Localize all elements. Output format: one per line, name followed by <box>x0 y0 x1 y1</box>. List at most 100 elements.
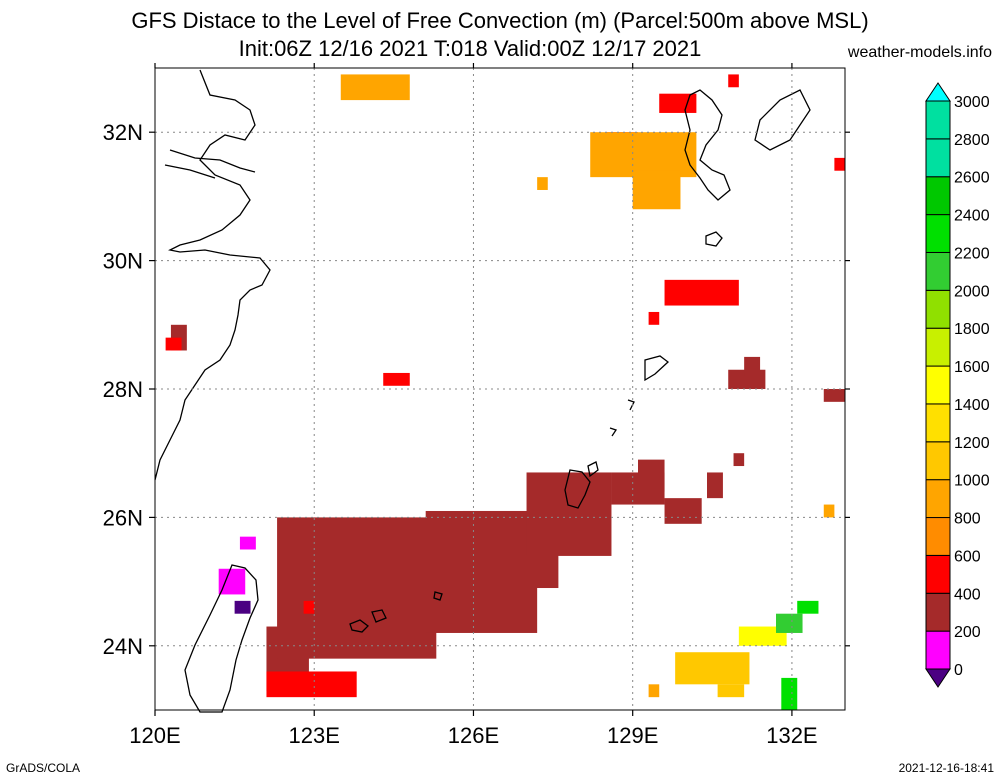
field-region-600 <box>728 74 739 88</box>
iriomote-island <box>371 609 387 623</box>
colorbar-label: 3000 <box>954 94 990 111</box>
field-fills <box>165 74 845 710</box>
colorbar-label: 2200 <box>954 245 990 262</box>
field-region-1000 <box>648 684 660 698</box>
field-region-600 <box>266 671 357 698</box>
amami-island <box>644 355 670 382</box>
lon-tick-label: 132E <box>766 723 817 748</box>
okinawa-north-island <box>587 461 599 478</box>
field-region-2200 <box>776 613 803 633</box>
field-region-1200 <box>675 652 750 685</box>
field-region-1000 <box>340 74 410 101</box>
field-region-400 <box>744 356 761 377</box>
field-region-400 <box>733 453 745 467</box>
colorbar-label: 1800 <box>954 321 990 338</box>
colorbar-label: 200 <box>954 624 981 641</box>
colorbar-label: 1200 <box>954 435 990 452</box>
colorbar-swatch-400 <box>925 592 951 632</box>
colorbar-label: 800 <box>954 511 981 528</box>
field-region-1000 <box>590 132 697 178</box>
field-region-600 <box>664 279 739 306</box>
colorbar-label: 1400 <box>954 397 990 414</box>
field-region-600 <box>383 372 410 386</box>
field-region-400 <box>664 498 702 524</box>
colorbar-swatch-2000 <box>925 289 951 329</box>
lat-tick-label: 32N <box>103 120 143 145</box>
colorbar-label: 1000 <box>954 473 990 490</box>
colorbar-swatch-top <box>925 100 951 140</box>
colorbar-swatch-2200 <box>925 251 951 291</box>
field-region-2400 <box>797 600 819 614</box>
chart-title: GFS Distace to the Level of Free Convect… <box>131 8 869 33</box>
colorbar-swatch-1000 <box>925 479 951 519</box>
field-region-400 <box>277 517 437 659</box>
site-label: weather-models.info <box>847 44 992 61</box>
lat-tick-label: 26N <box>103 505 143 530</box>
lat-tick-label: 28N <box>103 377 143 402</box>
colorbar-swatch-800 <box>925 517 951 556</box>
colorbar-arrow-high <box>925 82 951 102</box>
colorbar-swatch-200 <box>925 630 951 670</box>
colorbar-label: 2000 <box>954 283 990 300</box>
jeju-island <box>705 231 723 247</box>
china-coastline <box>154 69 271 481</box>
tokara-islands <box>609 399 635 437</box>
lat-tick-label: 24N <box>103 634 143 659</box>
colorbar: 0 200 400 600 800 1000 1200 1400 1600 1800 2000 220… <box>925 82 990 688</box>
lon-tick-label: 120E <box>129 723 180 748</box>
field-region-0 <box>234 600 251 614</box>
field-region-1000 <box>537 177 548 190</box>
colorbar-swatch-1400 <box>925 403 951 443</box>
colorbar-swatch-2800 <box>925 138 951 178</box>
ishigaki-island <box>349 619 369 633</box>
colorbar-arrow-low <box>925 668 951 688</box>
field-region-400 <box>707 472 723 499</box>
lon-tick-label: 129E <box>607 723 658 748</box>
colorbar-swatch-1800 <box>925 327 951 367</box>
field-region-1600 <box>738 626 787 646</box>
timestamp-label: 2021-12-16-18:41 <box>898 761 994 775</box>
field-region-600 <box>303 600 315 614</box>
field-region-600 <box>834 157 845 171</box>
field-region-600 <box>165 337 182 351</box>
field-region-1000 <box>632 170 681 210</box>
colorbar-swatch-1600 <box>925 365 951 405</box>
field-region-1000 <box>823 504 835 518</box>
colorbar-label: 0 <box>954 662 963 679</box>
chart-subtitle: Init:06Z 12/16 2021 T:018 Valid:00Z 12/1… <box>238 36 702 61</box>
shikoku-coastline <box>754 89 811 151</box>
colorbar-label: 1600 <box>954 359 990 376</box>
colorbar-label: 2400 <box>954 208 990 225</box>
axis-ticks <box>149 63 850 716</box>
field-region-400 <box>526 472 612 556</box>
colorbar-swatch-2400 <box>925 214 951 253</box>
colorbar-label: 600 <box>954 548 981 565</box>
colorbar-label: 400 <box>954 586 981 603</box>
kyushu-coastline <box>684 89 731 201</box>
yangtze-estuary <box>164 149 256 179</box>
taiwan-coastline <box>184 564 259 713</box>
software-credit: GrADS/COLA <box>6 761 81 775</box>
colorbar-swatch-1200 <box>925 441 951 481</box>
colorbar-label: 2600 <box>954 170 990 187</box>
field-region-1200 <box>717 684 745 698</box>
okinawa-island <box>564 469 591 509</box>
lon-tick-label: 126E <box>448 723 499 748</box>
field-region-600 <box>648 311 660 325</box>
field-region-600 <box>659 93 697 113</box>
gridlines <box>154 68 845 710</box>
field-region-400 <box>823 389 845 402</box>
colorbar-swatch-2600 <box>925 176 951 216</box>
field-region-400 <box>638 459 665 492</box>
miyako-island <box>433 591 443 601</box>
colorbar-swatch-600 <box>925 554 951 594</box>
axis-labels: 120E 123E 126E 129E 132E 24N 26N 28N 30N 32N <box>103 120 818 748</box>
colorbar-label: 2800 <box>954 132 990 149</box>
field-region-2400 <box>781 677 798 710</box>
lat-tick-label: 30N <box>103 249 143 274</box>
coastlines <box>154 69 811 713</box>
field-region-200 <box>239 536 256 550</box>
lon-tick-label: 123E <box>289 723 340 748</box>
field-region-200 <box>218 568 246 595</box>
